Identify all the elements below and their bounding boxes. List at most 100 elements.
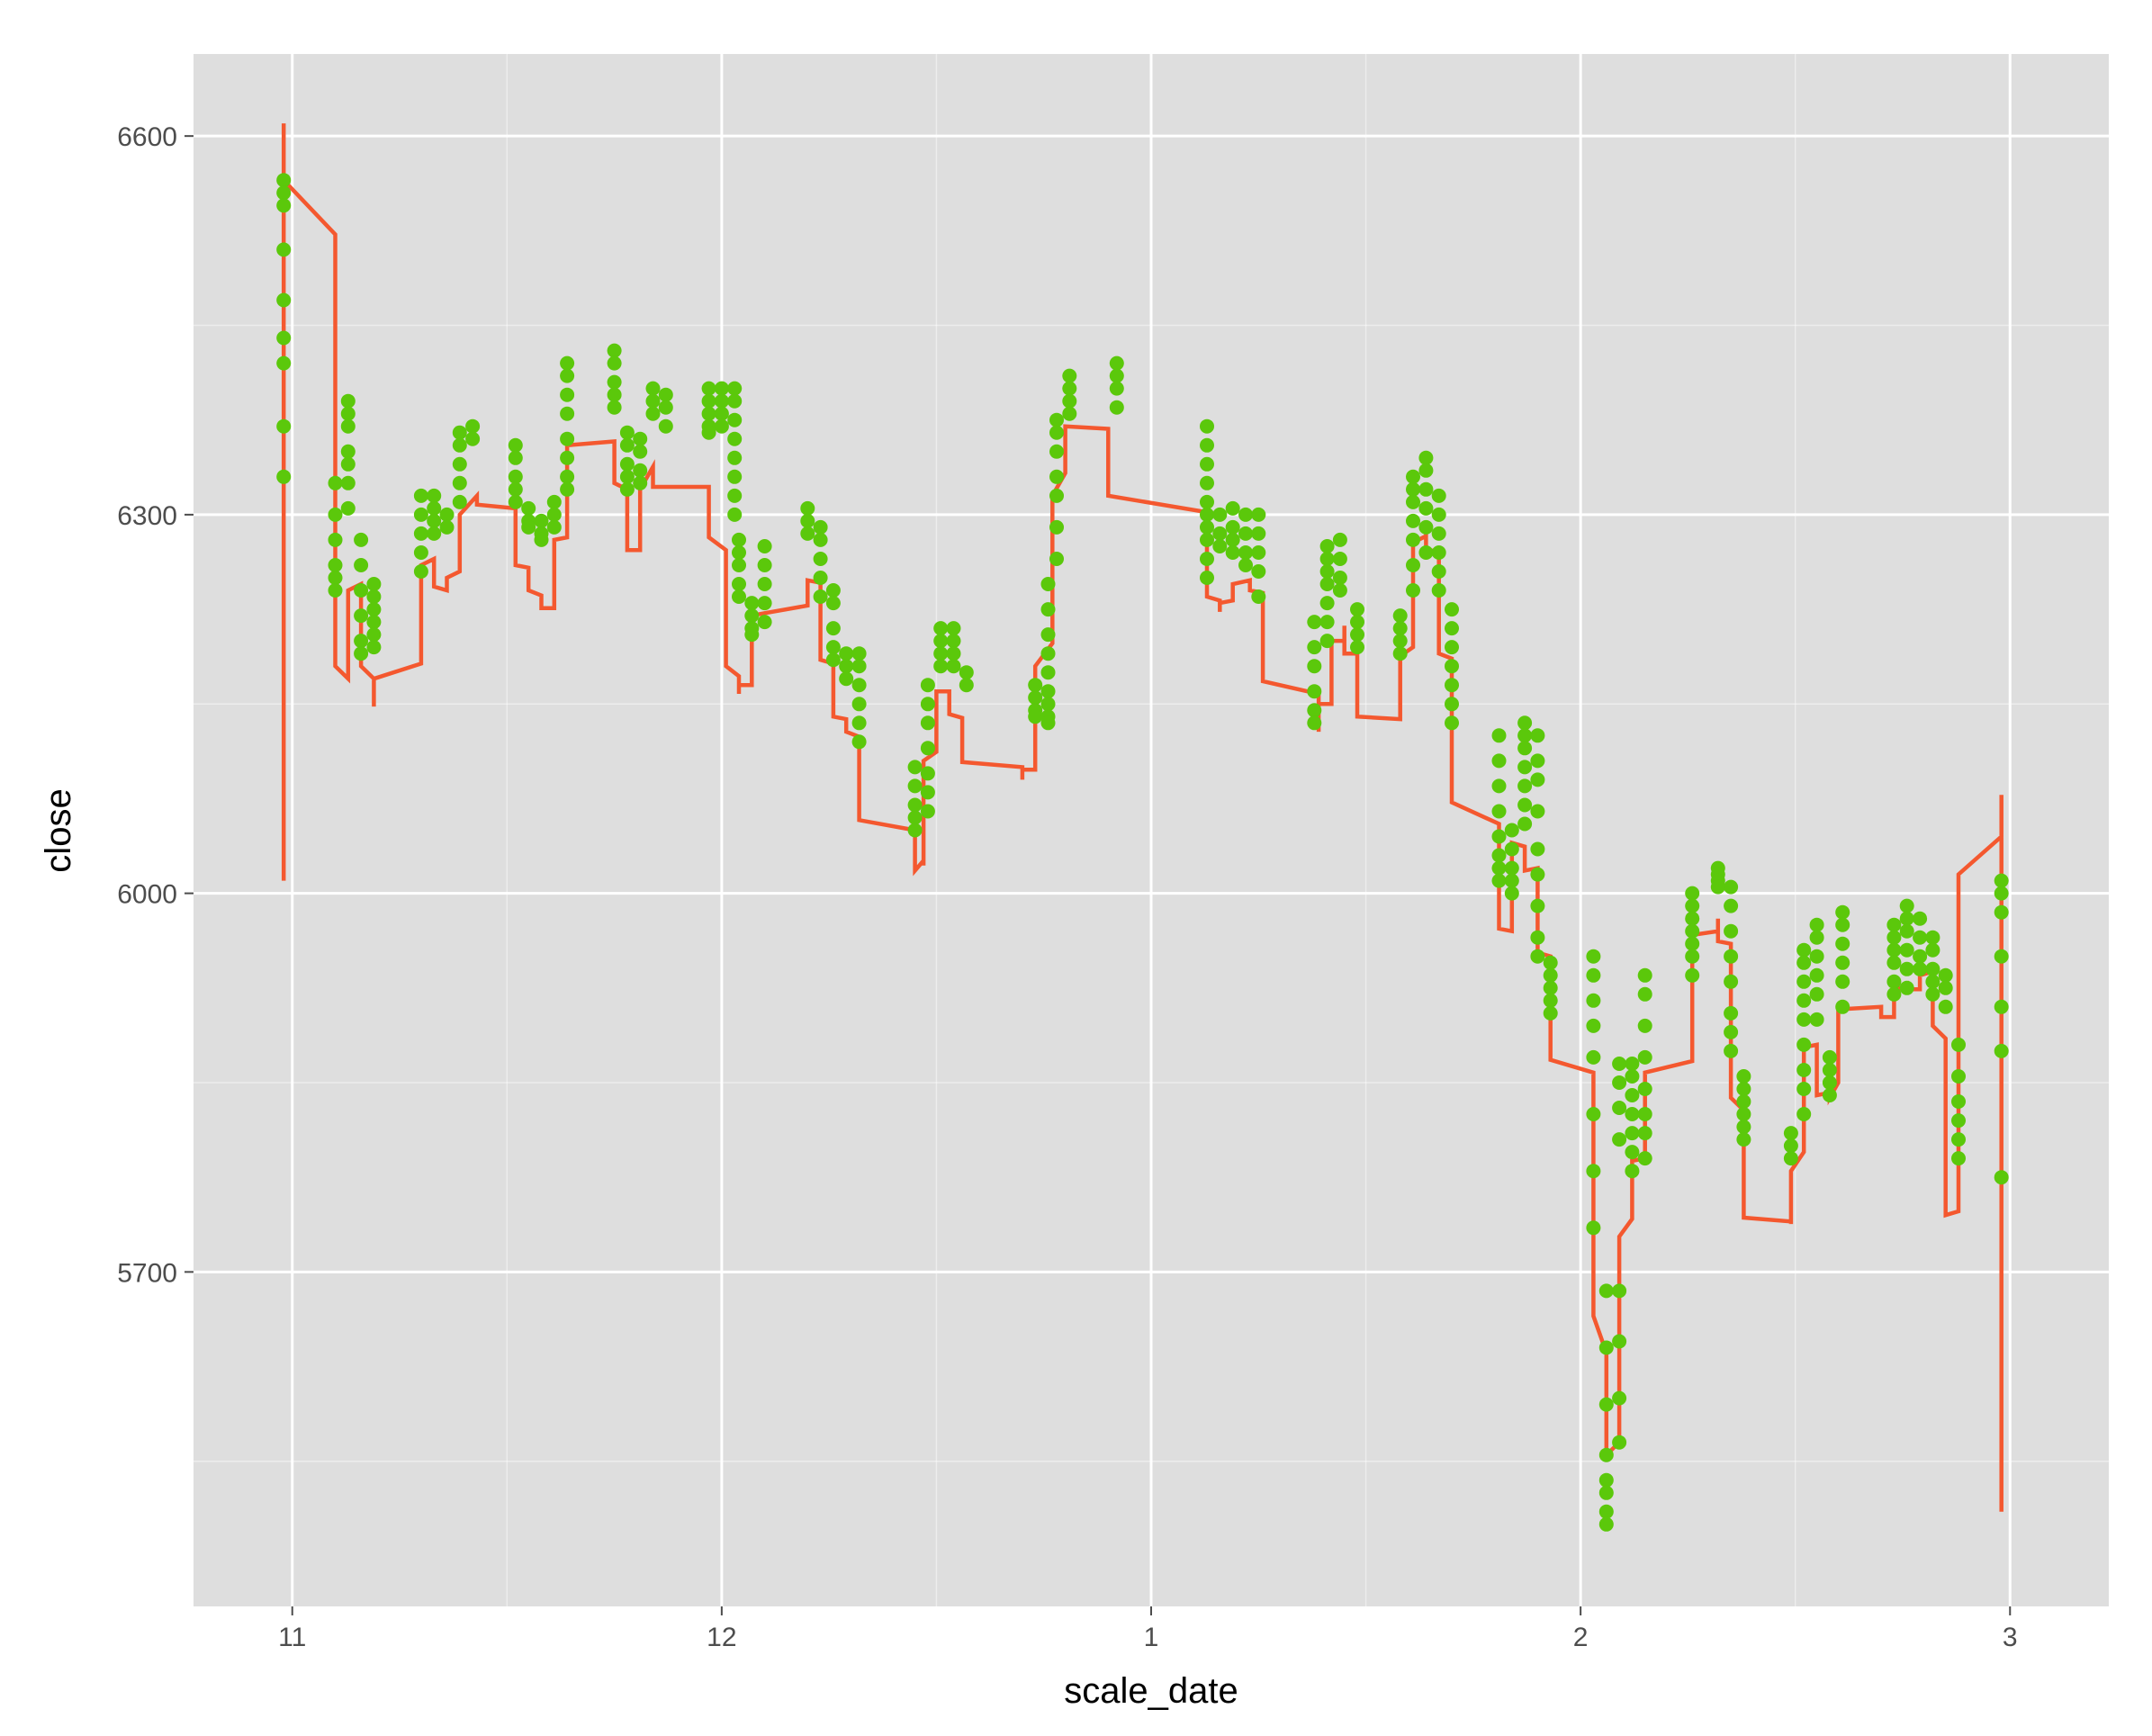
data-point	[328, 558, 343, 572]
data-point	[1307, 703, 1322, 718]
data-point	[727, 412, 743, 427]
data-point	[1994, 999, 2009, 1014]
data-point	[757, 615, 772, 630]
data-point	[1736, 1082, 1751, 1096]
data-point	[1225, 500, 1240, 516]
data-point	[732, 532, 746, 547]
data-point	[328, 583, 343, 598]
data-point	[1994, 904, 2009, 920]
data-point	[839, 659, 854, 674]
data-point	[1062, 406, 1077, 421]
data-point	[439, 519, 455, 535]
data-point	[1685, 886, 1700, 901]
data-point	[1212, 526, 1228, 541]
data-point	[933, 621, 949, 636]
x-axis-title: scale_date	[1064, 1671, 1238, 1711]
data-point	[1049, 552, 1064, 566]
data-point	[1406, 494, 1420, 509]
data-point	[757, 539, 772, 553]
data-point	[1491, 804, 1507, 819]
data-point	[701, 381, 716, 396]
data-point	[1517, 797, 1533, 813]
data-point	[727, 488, 743, 503]
data-point	[1612, 1101, 1627, 1115]
data-point	[366, 589, 382, 604]
data-point	[1406, 583, 1420, 598]
data-point	[1062, 381, 1077, 396]
data-point	[366, 602, 382, 617]
data-point	[1796, 1082, 1812, 1096]
data-point	[328, 571, 343, 585]
data-point	[920, 741, 935, 756]
data-point	[1040, 665, 1056, 680]
data-point	[800, 500, 815, 516]
data-point	[825, 583, 841, 598]
data-point	[1517, 728, 1533, 743]
data-point	[1225, 545, 1240, 560]
data-point	[1710, 879, 1725, 895]
data-point	[439, 507, 455, 522]
data-point	[1049, 488, 1064, 503]
data-point	[607, 355, 622, 371]
data-point	[744, 608, 760, 624]
data-point	[1350, 640, 1364, 655]
data-point	[1332, 532, 1347, 547]
data-point	[619, 456, 635, 472]
data-point	[1543, 993, 1558, 1008]
data-point	[1809, 949, 1824, 964]
data-point	[534, 513, 549, 528]
data-point	[340, 475, 356, 490]
data-point	[933, 659, 949, 674]
data-point	[1899, 911, 1914, 926]
data-point	[1685, 911, 1700, 926]
data-point	[920, 785, 935, 800]
data-point	[1724, 898, 1739, 913]
data-point	[744, 627, 760, 643]
data-point	[907, 778, 923, 794]
data-point	[1925, 942, 1940, 958]
data-point	[1238, 507, 1253, 522]
data-point	[1685, 898, 1700, 913]
data-point	[465, 418, 481, 434]
data-point	[907, 810, 923, 825]
data-point	[813, 589, 828, 604]
data-point	[340, 406, 356, 421]
data-point	[340, 418, 356, 434]
y-tick-label: 6300	[117, 501, 177, 531]
data-point	[1796, 1012, 1812, 1027]
data-point	[1392, 608, 1408, 624]
data-point	[1736, 1069, 1751, 1084]
data-point	[366, 640, 382, 655]
data-point	[701, 393, 716, 409]
data-point	[851, 678, 867, 693]
data-point	[1431, 564, 1446, 579]
data-point	[1598, 1516, 1614, 1532]
data-point	[1822, 1075, 1837, 1090]
data-point	[1062, 393, 1077, 409]
data-point	[946, 659, 961, 674]
data-point	[1736, 1107, 1751, 1121]
data-point	[619, 481, 635, 497]
data-point	[1225, 519, 1240, 535]
x-tick-label: 2	[1573, 1623, 1589, 1652]
data-point	[920, 766, 935, 781]
data-point	[851, 659, 867, 674]
data-point	[1637, 967, 1652, 983]
x-tick-label: 12	[707, 1623, 736, 1652]
data-point	[825, 621, 841, 636]
data-point	[607, 400, 622, 415]
data-point	[1530, 728, 1545, 743]
data-point	[633, 444, 648, 459]
data-point	[757, 596, 772, 611]
data-point	[328, 507, 343, 522]
data-point	[1913, 961, 1928, 976]
data-point	[1530, 841, 1545, 857]
data-point	[658, 418, 673, 434]
data-point	[1406, 558, 1420, 572]
data-point	[1685, 949, 1700, 964]
data-point	[1625, 1069, 1640, 1084]
data-point	[546, 494, 562, 509]
data-point	[1586, 993, 1601, 1008]
data-point	[521, 519, 536, 535]
data-point	[1491, 778, 1507, 794]
